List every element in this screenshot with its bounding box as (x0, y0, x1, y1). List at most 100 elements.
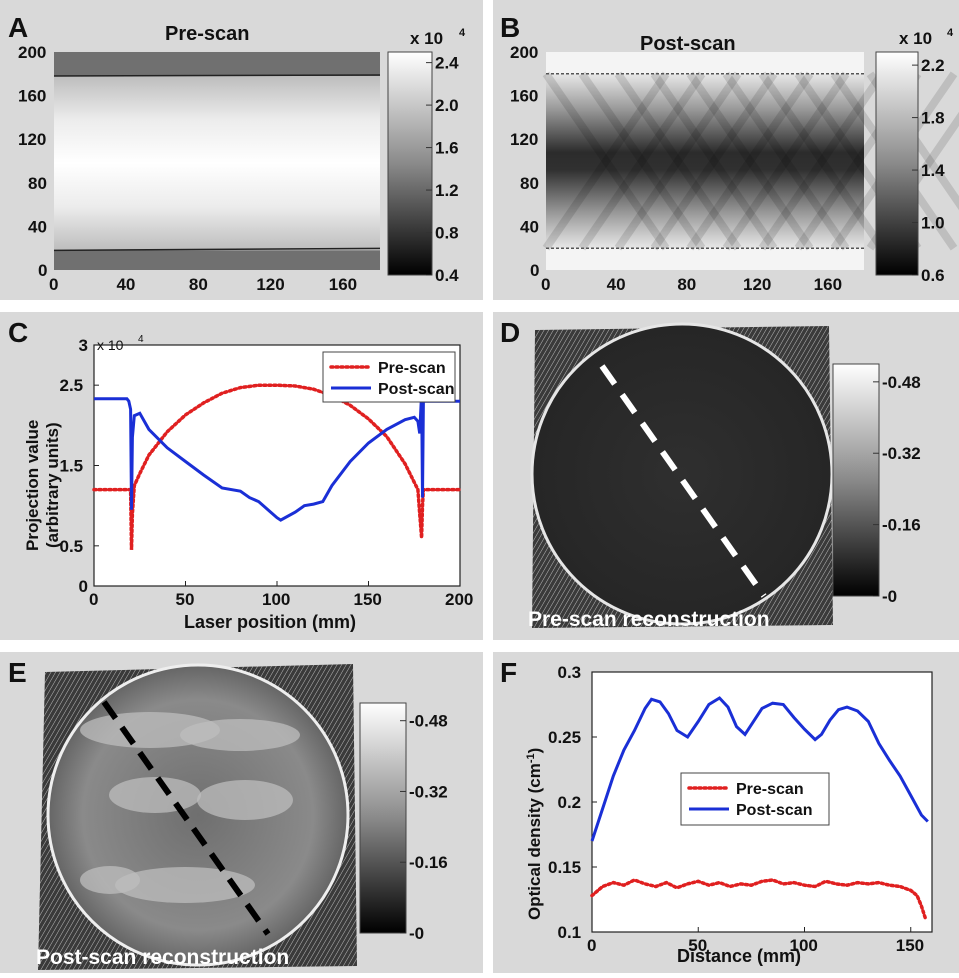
colorbar-tick-label: -0 (882, 587, 897, 606)
y-axis-label: Optical density (cm-1) (525, 748, 544, 920)
panel-label: B (500, 12, 520, 43)
x-tick-label: 50 (176, 590, 195, 609)
x-tick-label: 0 (587, 936, 596, 955)
x-tick-label: 160 (814, 275, 842, 294)
colorbar (875, 51, 919, 276)
colorbar-tick-label: -0 (409, 924, 424, 943)
panel-title: Pre-scan (165, 23, 250, 45)
heatmap-band (54, 75, 380, 251)
legend-label: Pre-scan (378, 360, 446, 377)
series-line-post-scan (590, 696, 929, 842)
colorbar-tick-label: -0.16 (882, 516, 921, 535)
x-tick-label: 100 (790, 936, 818, 955)
colorbar-tick-label: -0.32 (882, 444, 921, 463)
x-tick-label: 0 (89, 590, 98, 609)
x-tick-label: 100 (262, 590, 290, 609)
y-axis-label: Projection value (23, 420, 42, 551)
x-tick-label: 50 (688, 936, 707, 955)
colorbar-tick-label: 2.4 (435, 54, 459, 73)
x-tick-label: 80 (189, 275, 208, 294)
heatmap-streak (686, 71, 814, 251)
reconstruction-caption: Pre-scan reconstruction (528, 608, 770, 631)
y-exponent: 4 (138, 334, 144, 345)
series-line-post-scan (94, 393, 460, 522)
bright-region (197, 780, 293, 820)
y-axis-label-end: ) (525, 748, 544, 754)
heatmap-streak (722, 71, 850, 251)
heatmap-streak (614, 71, 742, 251)
heatmap-streak (614, 71, 742, 251)
x-axis-label: Laser position (mm) (184, 612, 356, 632)
y-tick-label: 2.5 (60, 376, 84, 395)
heatmap-streak (722, 71, 850, 251)
band-edge (53, 74, 381, 77)
x-tick-label: 120 (256, 275, 284, 294)
x-tick-label: 120 (743, 275, 771, 294)
series-line-pre-scan (590, 878, 928, 921)
series-line-pre-scan (92, 383, 462, 550)
x-tick-label: 40 (116, 275, 135, 294)
heatmap-streak (758, 71, 886, 251)
colorbar-tick-label: 2.0 (435, 96, 459, 115)
reconstruction-disc (532, 324, 832, 624)
heatmap-streak (542, 71, 670, 251)
colorbar-tick-label: 1.8 (921, 109, 945, 128)
colorbar-tick-label: -0.48 (409, 712, 448, 731)
legend-box (322, 351, 456, 403)
heatmap-streak (758, 71, 886, 251)
x-tick-label: 0 (541, 275, 550, 294)
colorbar-exponent: 4 (459, 27, 466, 39)
heatmap-streak (578, 71, 706, 251)
panel-title: Post-scan (640, 33, 736, 55)
colorbar-tick-label: 2.2 (921, 56, 945, 75)
bright-region (109, 777, 201, 813)
x-tick-label: 80 (677, 275, 696, 294)
x-tick-label: 150 (354, 590, 382, 609)
y-tick-label: 1.5 (60, 457, 84, 476)
y-tick-label: 0.1 (558, 923, 582, 942)
panel-label: C (8, 317, 28, 348)
legend-label: Pre-scan (736, 781, 804, 798)
y-multiplier: x 10 (97, 337, 124, 353)
heatmap-streak (650, 71, 778, 251)
y-tick-label: 0 (38, 261, 47, 280)
colorbar-exponent: 4 (947, 27, 954, 39)
heatmap-streak (650, 71, 778, 251)
y-tick-label: 120 (510, 130, 538, 149)
reconstruction-image (38, 663, 357, 970)
heatmap-streak (578, 71, 706, 251)
y-axis-label-group: Projection value (arbitrary units) (23, 420, 62, 551)
y-tick-label: 0 (79, 577, 88, 596)
colorbar-tick-label: -0.32 (409, 782, 448, 801)
y-tick-label: 0.5 (60, 537, 84, 556)
y-tick-label: 200 (18, 43, 46, 62)
heatmap-streak (542, 71, 670, 251)
y-tick-label: 40 (28, 217, 47, 236)
reconstruction-caption: Post-scan reconstruction (36, 946, 289, 969)
x-tick-label: 40 (607, 275, 626, 294)
y-tick-label: 120 (18, 130, 46, 149)
y-axis-label-group: Optical density (cm-1) (525, 748, 544, 920)
reconstruction-image (530, 322, 834, 628)
y-tick-label: 160 (510, 87, 538, 106)
panel-label: E (8, 657, 27, 688)
colorbar-tick-label: 0.8 (435, 224, 459, 243)
panel-label: D (500, 317, 520, 348)
y-tick-label: 0.2 (558, 793, 582, 812)
disc-rim (530, 322, 834, 626)
colorbar (359, 702, 407, 934)
colorbar-tick-label: 1.0 (921, 214, 945, 233)
y-tick-label: 200 (510, 43, 538, 62)
colorbar (387, 51, 433, 276)
y-axis-label-main: Optical density (cm (525, 763, 544, 920)
profile-line (599, 364, 767, 598)
reconstruction-disc (48, 665, 348, 965)
colorbar-tick-label: 1.6 (435, 139, 459, 158)
colorbar-multiplier: x 10 (410, 29, 443, 48)
y-tick-label: 80 (520, 174, 539, 193)
disc-rim (46, 663, 350, 967)
x-tick-label: 200 (445, 590, 473, 609)
colorbar-tick-label: 0.6 (921, 266, 945, 285)
